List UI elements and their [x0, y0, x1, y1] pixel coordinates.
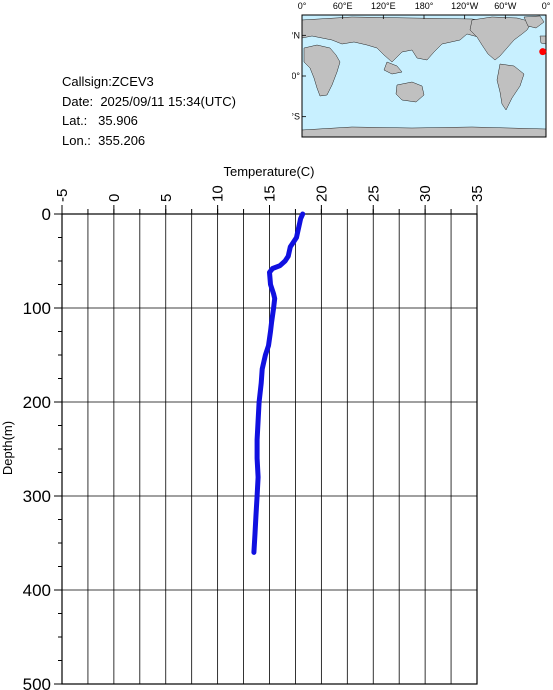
- y-tick-label: 300: [23, 487, 51, 506]
- map-lon-tick-label: 180°: [415, 1, 434, 11]
- x-tick-label: -5: [54, 189, 71, 202]
- x-tick-label: 10: [210, 185, 227, 202]
- x-tick-label: 35: [469, 185, 486, 202]
- land-australia: [395, 81, 425, 103]
- land-antarctica: [301, 126, 547, 138]
- lon-row: Lon.: 355.206: [62, 131, 236, 151]
- map-lon-tick-label: 60°E: [333, 1, 353, 11]
- x-tick-label: 5: [158, 194, 175, 202]
- land-southeast-asia: [383, 61, 403, 75]
- map-lon-tick-label: 0°: [298, 1, 307, 11]
- land-iberia: [539, 35, 547, 45]
- y-tick-label: 0: [42, 205, 51, 224]
- map-lat-tick-label: 60°N: [292, 30, 300, 40]
- y-tick-label: 100: [23, 299, 51, 318]
- date-value: 2025/09/11 15:34(UTC): [100, 93, 236, 109]
- station-info: Callsign:ZCEV3 Date: 2025/09/11 15:34(UT…: [62, 72, 236, 150]
- x-tick-label: 30: [417, 185, 434, 202]
- y-tick-label: 500: [23, 675, 51, 690]
- callsign-row: Callsign:ZCEV3: [62, 72, 236, 92]
- x-tick-label: 25: [365, 185, 382, 202]
- map-land: [301, 15, 547, 138]
- map-tick-labels: 0° 60°E 120°E 180° 120°W 60°W 0° 60°N 0° 60°S: [292, 1, 551, 122]
- map-lon-tick-label: 120°E: [371, 1, 396, 11]
- land-south-america: [496, 63, 525, 111]
- temperature-series-line: [251, 211, 306, 555]
- y-tick-label: 200: [23, 393, 51, 412]
- map-lat-tick-label: 60°S: [292, 112, 300, 122]
- y-axis-label: Depth(m): [0, 421, 15, 475]
- map-lon-tick-label: 120°W: [451, 1, 479, 11]
- date-row: Date: 2025/09/11 15:34(UTC): [62, 92, 236, 112]
- lat-label: Lat.:: [62, 113, 88, 128]
- land-africa: [303, 44, 341, 97]
- callsign-value: ZCEV3: [111, 74, 154, 89]
- land-north-america: [469, 16, 533, 61]
- y-tick-label: 400: [23, 581, 51, 600]
- y-axis-ticks: 0 100 200 300 400 500: [23, 205, 62, 690]
- lat-value: 35.906: [98, 113, 138, 128]
- map-lon-tick-label: 0°: [542, 1, 551, 11]
- land-greenland: [523, 15, 545, 29]
- world-map: 0° 60°E 120°E 180° 120°W 60°W 0° 60°N 0° 60°S: [292, 1, 551, 138]
- map-lat-tick-label: 0°: [292, 71, 300, 81]
- map-lon-tick-label: 60°W: [494, 1, 517, 11]
- plot-frame: [61, 213, 478, 685]
- x-axis-label: Temperature(C): [223, 164, 314, 179]
- callsign-label: Callsign:: [62, 74, 112, 89]
- x-tick-label: 20: [313, 185, 330, 202]
- x-tick-label: 0: [106, 194, 123, 202]
- x-tick-label: 15: [262, 185, 279, 202]
- lat-row: Lat.: 35.906: [62, 111, 236, 131]
- lon-label: Lon.:: [62, 132, 91, 148]
- lon-value: 355.206: [98, 132, 146, 148]
- date-label: Date:: [62, 93, 94, 109]
- x-axis-ticks: -5 0 5 10 15 20 25 30 35: [54, 185, 486, 214]
- station-marker: [539, 48, 547, 56]
